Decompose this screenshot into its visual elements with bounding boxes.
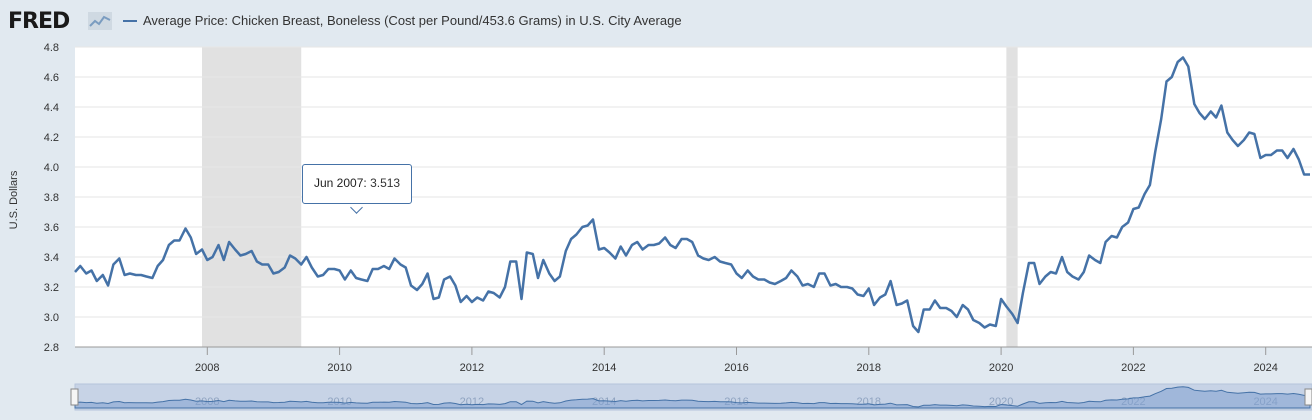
y-axis-label: U.S. Dollars xyxy=(8,170,20,230)
legend-swatch xyxy=(123,19,137,22)
legend-label: Average Price: Chicken Breast, Boneless … xyxy=(143,13,682,28)
x-tick-label: 2010 xyxy=(327,362,351,374)
y-tick-label: 3.4 xyxy=(44,252,59,264)
y-tick-label: 4.6 xyxy=(44,72,59,84)
x-tick-label: 2016 xyxy=(724,362,748,374)
y-tick-label: 4.0 xyxy=(44,162,59,174)
tooltip-value: 3.513 xyxy=(370,176,401,190)
series-line-0[interactable] xyxy=(74,56,1310,334)
fred-chart-icon xyxy=(88,12,112,30)
y-tick-label: 4.8 xyxy=(44,42,59,54)
fred-logo[interactable]: FRED xyxy=(8,9,70,34)
x-tick-label: 2014 xyxy=(592,362,616,374)
x-tick-label: 2018 xyxy=(857,362,881,374)
x-tick-label: 2012 xyxy=(460,362,484,374)
navigator-handle-left[interactable] xyxy=(70,388,79,406)
x-tick-label: 2022 xyxy=(1121,362,1145,374)
y-tick-label: 3.2 xyxy=(44,282,59,294)
x-tick-label: 2024 xyxy=(1253,362,1277,374)
navigator-handle-right[interactable] xyxy=(1304,388,1312,406)
data-tooltip: Jun 2007: 3.513 xyxy=(302,164,412,204)
y-tick-label: 3.8 xyxy=(44,192,59,204)
x-tick-label: 2020 xyxy=(989,362,1013,374)
y-tick-label: 3.6 xyxy=(44,222,59,234)
x-tick-label: 2008 xyxy=(195,362,219,374)
chart-legend[interactable]: Average Price: Chicken Breast, Boneless … xyxy=(123,13,682,28)
navigator-series xyxy=(74,386,1311,409)
y-tick-label: 3.0 xyxy=(44,312,59,324)
y-tick-label: 2.8 xyxy=(44,342,59,354)
y-tick-label: 4.4 xyxy=(44,102,59,114)
y-tick-label: 4.2 xyxy=(44,132,59,144)
tooltip-period: Jun 2007: xyxy=(314,176,367,190)
